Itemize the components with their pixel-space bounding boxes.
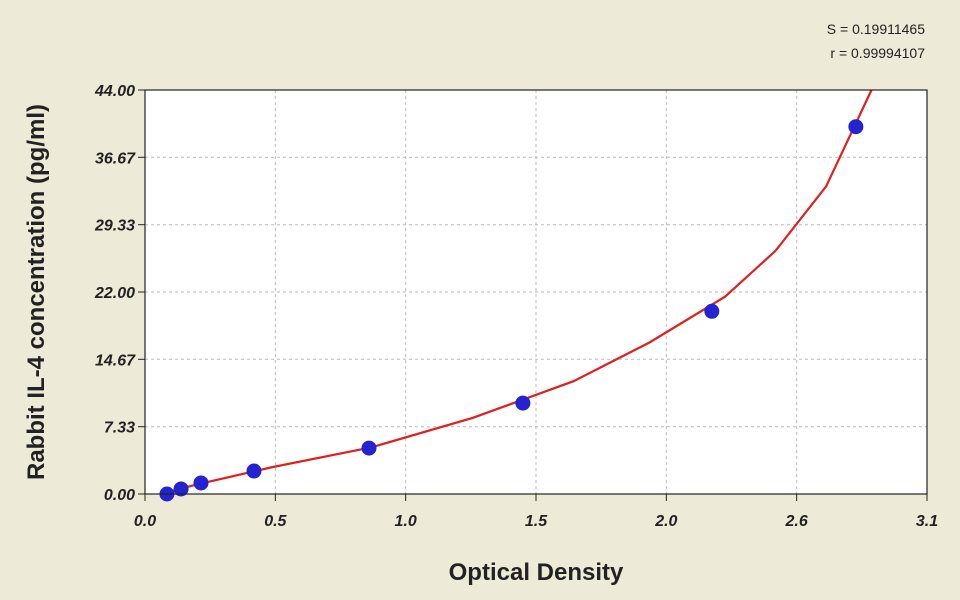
y-tick-label: 7.33 — [104, 420, 135, 437]
data-point — [173, 481, 189, 497]
y-tick-label: 44.00 — [94, 83, 135, 100]
data-point — [193, 475, 209, 491]
annotation: S = 0.19911465 — [827, 21, 925, 37]
data-point — [848, 119, 864, 135]
y-tick-label: 29.33 — [94, 218, 135, 235]
x-tick-label: 3.1 — [916, 513, 938, 530]
annotation: r = 0.99994107 — [830, 45, 925, 61]
data-point — [361, 440, 377, 456]
data-point — [246, 463, 262, 479]
y-tick-label: 14.67 — [95, 352, 136, 369]
x-tick-label: 1.0 — [395, 513, 417, 530]
x-tick-label: 2.6 — [785, 513, 808, 530]
y-tick-label: 36.67 — [95, 150, 136, 167]
x-tick-label: 0.5 — [264, 513, 287, 530]
y-tick-label: 0.00 — [104, 487, 135, 504]
y-axis-title: Rabbit IL-4 concentration (pg/ml) — [23, 104, 50, 480]
x-axis-title: Optical Density — [449, 559, 624, 586]
data-point — [515, 395, 531, 411]
fit-curve — [159, 90, 873, 494]
x-tick-label: 0.0 — [134, 513, 156, 530]
x-tick-label: 1.5 — [525, 513, 548, 530]
y-tick-label: 22.00 — [94, 285, 135, 302]
x-tick-label: 2.0 — [654, 513, 677, 530]
data-point — [704, 303, 720, 319]
